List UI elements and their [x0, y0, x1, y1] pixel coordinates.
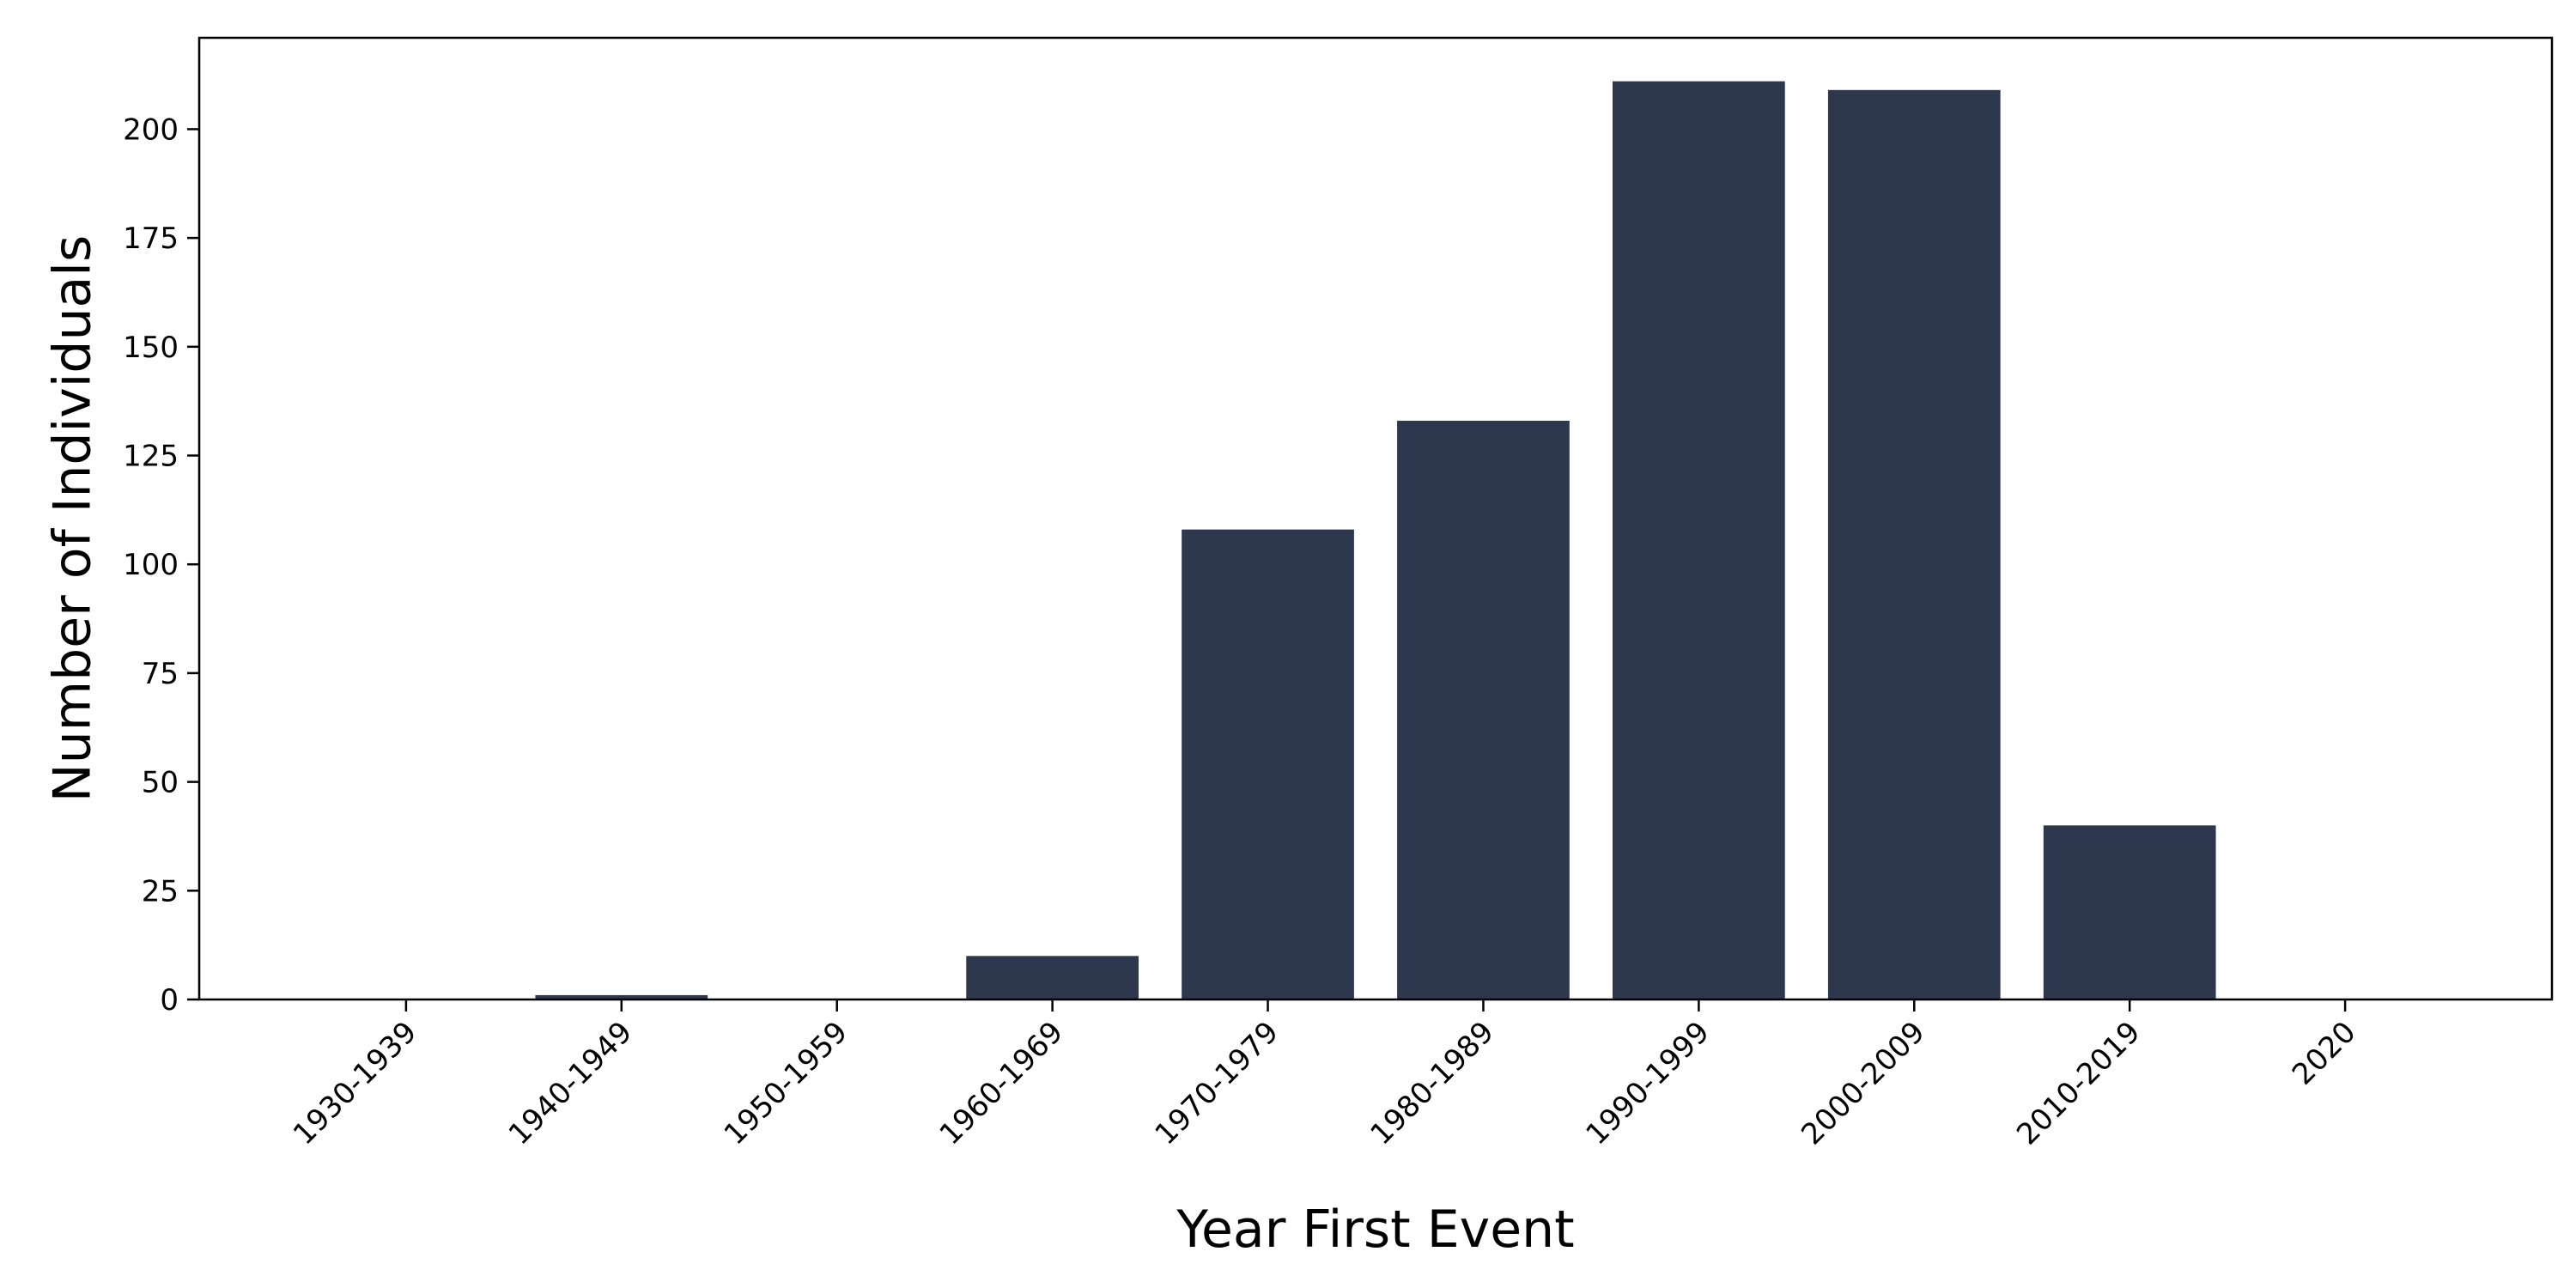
x-tick-label: 2000-2009: [1795, 1015, 1931, 1151]
bar-2010-2019: [2043, 825, 2216, 999]
x-tick-label: 1950-1959: [718, 1015, 854, 1151]
bar-2000-2009: [1827, 89, 2001, 1000]
y-tick-label: 25: [142, 874, 179, 908]
x-tick-label: 1930-1939: [287, 1015, 423, 1151]
y-axis-ticks: 0 25 50 75 100 125 150 175 200: [123, 112, 199, 1018]
x-axis-ticks: 1930-1939 1940-1949 1950-1959 1960-1969 1970…: [287, 999, 2362, 1151]
x-tick-label: 1960-1969: [933, 1015, 1070, 1151]
bar-1990-1999: [1613, 81, 1785, 1000]
y-axis-label: Number of Individuals: [43, 235, 103, 802]
bar-1970-1979: [1182, 529, 1354, 999]
x-tick-label: 2020: [2286, 1015, 2362, 1091]
x-axis-label: Year First Event: [1176, 1200, 1574, 1260]
bars: [535, 81, 2216, 1000]
y-tick-label: 50: [142, 766, 179, 800]
x-tick-label: 1990-1999: [1579, 1015, 1716, 1151]
y-tick-label: 75: [142, 657, 179, 691]
bar-1960-1969: [966, 956, 1139, 999]
x-tick-label: 1940-1949: [502, 1015, 639, 1151]
bar-1940-1949: [535, 994, 708, 999]
y-tick-label: 200: [123, 112, 179, 147]
y-tick-label: 125: [123, 440, 179, 474]
y-tick-label: 175: [123, 222, 179, 256]
y-tick-label: 150: [123, 331, 179, 365]
bar-1980-1989: [1397, 420, 1570, 999]
x-tick-label: 2010-2019: [2010, 1015, 2147, 1151]
y-tick-label: 0: [160, 983, 179, 1018]
x-tick-label: 1970-1979: [1149, 1015, 1285, 1151]
plot-frame: [197, 36, 2554, 1001]
y-tick-label: 100: [123, 548, 179, 582]
x-tick-label: 1980-1989: [1364, 1015, 1500, 1151]
